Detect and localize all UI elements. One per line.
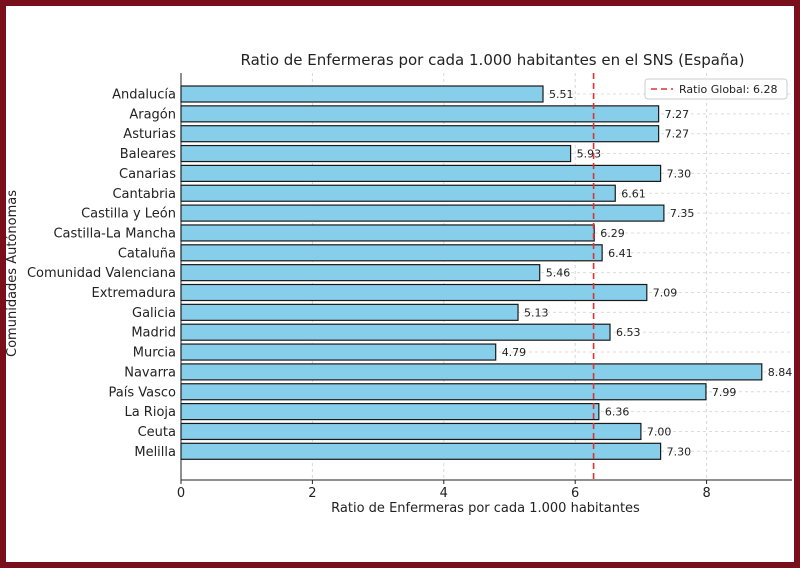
y-tick-label: La Rioja	[124, 405, 176, 420]
bar	[180, 85, 544, 103]
bar	[180, 105, 660, 123]
y-tick-label: Murcia	[133, 346, 176, 361]
y-tick-label: Melilla	[134, 445, 176, 460]
y-tick-label: Cantabria	[112, 187, 176, 202]
data-label: 5.46	[546, 267, 571, 280]
bar	[180, 125, 660, 143]
bar	[180, 283, 648, 302]
data-label: 7.00	[647, 425, 672, 438]
y-tick-label: Madrid	[131, 326, 176, 341]
legend: Ratio Global: 6.28	[644, 78, 788, 100]
data-label: 5.13	[524, 306, 549, 319]
y-tick-label: Comunidad Valenciana	[27, 266, 176, 281]
data-label: 4.79	[502, 346, 527, 359]
x-tick-label: 2	[308, 486, 316, 501]
bar	[180, 164, 662, 182]
bars: Andalucía 5.51 Aragón 7.27 Asturias 7.27 Balea…	[27, 85, 793, 460]
bar	[180, 264, 541, 282]
data-label: 6.41	[608, 247, 633, 260]
y-tick-label: País Vasco	[109, 385, 177, 400]
bar	[180, 184, 616, 202]
bar	[180, 204, 665, 222]
data-label: 7.27	[665, 108, 690, 121]
y-tick-label: Extremadura	[92, 286, 177, 301]
legend-box	[644, 78, 788, 100]
bar	[180, 442, 662, 460]
data-label: 7.30	[667, 445, 692, 458]
data-label: 5.51	[549, 88, 574, 101]
data-label: 7.30	[667, 167, 692, 180]
data-label: 6.36	[605, 406, 630, 419]
data-label: 6.61	[621, 187, 646, 200]
data-label: 7.27	[665, 128, 690, 141]
y-tick-label: Andalucía	[112, 88, 176, 103]
bar	[180, 224, 595, 242]
bar	[180, 363, 763, 381]
bar	[180, 343, 497, 361]
data-label: 8.84	[768, 366, 793, 379]
axes: 0 2 4 6 8	[177, 73, 792, 501]
y-tick-label: Asturias	[123, 127, 176, 142]
x-tick-label: 8	[702, 486, 710, 501]
bar	[180, 303, 519, 321]
y-axis-label: Comunidades Autónomas	[6, 190, 20, 357]
y-tick-label: Aragón	[129, 107, 176, 122]
data-label: 6.53	[616, 326, 641, 339]
y-tick-label: Castilla y León	[81, 207, 176, 222]
bar	[180, 383, 707, 401]
bar	[180, 244, 603, 262]
bar	[180, 422, 642, 441]
y-tick-label: Cataluña	[118, 246, 176, 261]
chart-frame: Ratio de Enfermeras por cada 1.000 habit…	[6, 6, 794, 562]
legend-label: Ratio Global: 6.28	[679, 83, 778, 96]
data-label: 5.93	[577, 148, 602, 161]
y-tick-label: Canarias	[119, 167, 176, 182]
y-tick-label: Galicia	[132, 306, 176, 321]
x-tick-label: 4	[440, 486, 448, 501]
bar-chart: Ratio de Enfermeras por cada 1.000 habit…	[6, 51, 793, 516]
data-label: 6.29	[600, 227, 625, 240]
y-tick-label: Castilla-La Mancha	[53, 226, 176, 241]
x-tick-label: 6	[571, 486, 579, 501]
y-tick-label: Baleares	[120, 147, 177, 162]
chart-title: Ratio de Enfermeras por cada 1.000 habit…	[240, 51, 744, 69]
bar	[180, 323, 611, 341]
x-tick-label: 0	[177, 486, 185, 501]
data-label: 7.35	[670, 207, 695, 220]
x-axis-label: Ratio de Enfermeras por cada 1.000 habit…	[331, 501, 640, 516]
data-label: 7.99	[712, 386, 737, 399]
bar	[180, 403, 600, 421]
bar	[180, 144, 572, 163]
data-label: 7.09	[653, 287, 678, 300]
y-tick-label: Ceuta	[138, 425, 176, 440]
y-tick-label: Navarra	[124, 365, 176, 380]
